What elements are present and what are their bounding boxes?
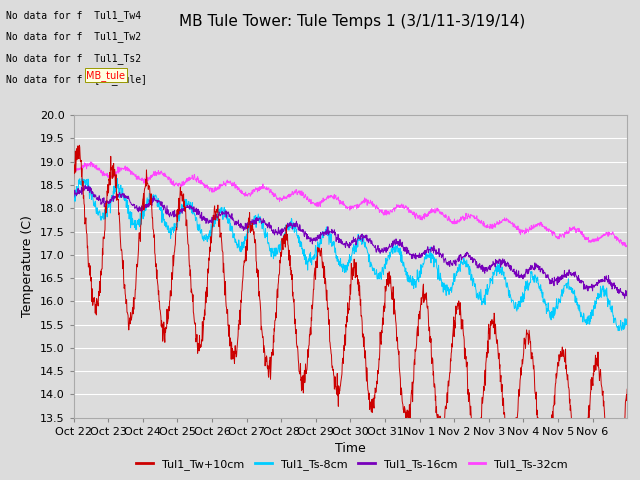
Legend: Tul1_Tw+10cm, Tul1_Ts-8cm, Tul1_Ts-16cm, Tul1_Ts-32cm: Tul1_Tw+10cm, Tul1_Ts-8cm, Tul1_Ts-16cm,… xyxy=(132,455,572,474)
Text: No data for f  Tul1_Tw4: No data for f Tul1_Tw4 xyxy=(6,10,141,21)
Text: No data for f  Tul1_Tw2: No data for f Tul1_Tw2 xyxy=(6,31,141,42)
Y-axis label: Temperature (C): Temperature (C) xyxy=(21,216,35,317)
Text: MB Tule Tower: Tule Temps 1 (3/1/11-3/19/14): MB Tule Tower: Tule Temps 1 (3/1/11-3/19… xyxy=(179,14,525,29)
Text: MB_tule: MB_tule xyxy=(86,70,125,81)
X-axis label: Time: Time xyxy=(335,442,366,455)
Text: No data for f  [MB_tule]: No data for f [MB_tule] xyxy=(6,74,147,85)
Text: No data for f  Tul1_Ts2: No data for f Tul1_Ts2 xyxy=(6,53,141,64)
